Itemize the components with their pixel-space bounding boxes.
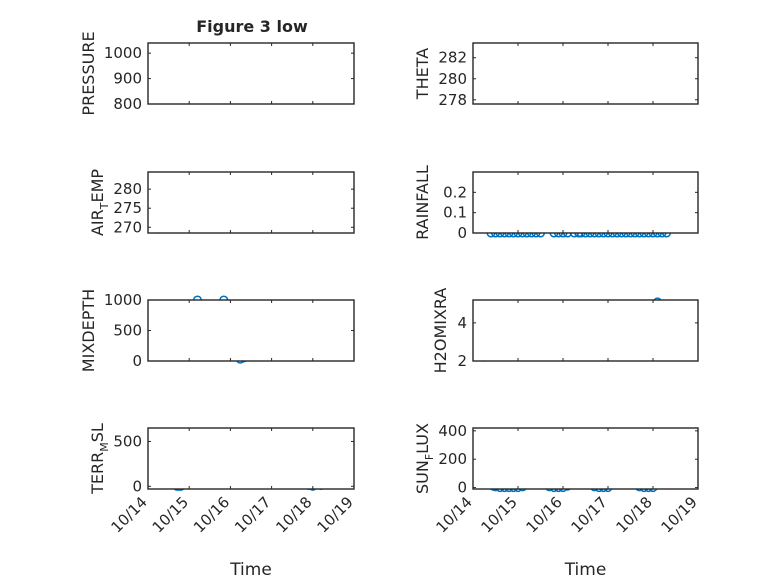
subplot-theta: 278 280 282 THETA bbox=[413, 42, 699, 109]
y-tick-label: 280 bbox=[113, 180, 142, 198]
y-axis-label: SUNFLUX bbox=[413, 423, 436, 494]
axes-frame bbox=[147, 42, 355, 105]
y-axis-label-subscript: F bbox=[423, 454, 436, 460]
y-axis-label: H2OMIXRA bbox=[431, 288, 450, 374]
y-tick-label: 275 bbox=[113, 199, 142, 217]
y-axis-label-main: MIXDEPTH bbox=[79, 289, 98, 372]
y-axis-label: PRESSURE bbox=[79, 31, 98, 115]
y-axis-label: AIRTEMP bbox=[88, 169, 111, 236]
x-tick-label: 10/16 bbox=[523, 493, 566, 536]
x-tick-label: 10/16 bbox=[190, 493, 233, 536]
y-tick-label: 0.1 bbox=[443, 204, 467, 222]
axes-frame bbox=[472, 171, 699, 234]
y-axis-label-main: RAINFALL bbox=[413, 165, 432, 240]
x-tick-label: 10/14 bbox=[108, 493, 151, 536]
x-tick-label: 10/19 bbox=[314, 493, 357, 536]
y-axis-label-main: H2OMIXRA bbox=[431, 288, 450, 374]
y-axis-label-main: THETA bbox=[413, 48, 432, 100]
x-tick-label: 10/18 bbox=[613, 493, 656, 536]
y-tick-label: 800 bbox=[113, 95, 142, 113]
y-tick-label: 0 bbox=[457, 479, 467, 497]
y-axis-label-main: PRESSURE bbox=[79, 31, 98, 115]
y-tick-label: 0 bbox=[132, 477, 142, 495]
axes-frame bbox=[147, 427, 355, 490]
x-tick-label: 10/15 bbox=[478, 493, 521, 536]
y-tick-label: 2 bbox=[457, 352, 467, 370]
figure-title: Figure 3 low bbox=[196, 17, 308, 36]
subplot-pressure: 800 900 1000 PRESSURE bbox=[79, 31, 355, 116]
axes-frame bbox=[147, 171, 355, 234]
y-tick-label: 500 bbox=[113, 432, 142, 450]
x-axis-label: Time bbox=[564, 560, 607, 580]
y-axis-label: MIXDEPTH bbox=[79, 289, 98, 372]
subplot-mixdepth: 0 500 1000 MIXDEPTH bbox=[79, 289, 355, 372]
axes-frame bbox=[147, 299, 355, 362]
y-axis-label: TERRMSL bbox=[88, 423, 111, 495]
subplot-h2omixra: 2 4 H2OMIXRA bbox=[431, 288, 699, 374]
x-tick-label: 10/17 bbox=[568, 493, 611, 536]
y-axis-label-main: TERR bbox=[88, 452, 107, 495]
y-axis-label-suffix: EMP bbox=[88, 169, 107, 203]
axes-frame bbox=[472, 427, 699, 490]
y-tick-label: 282 bbox=[438, 49, 467, 67]
y-tick-label: 4 bbox=[457, 314, 467, 332]
y-tick-label: 0.2 bbox=[443, 183, 467, 201]
subplot-rainfall: 0 0.1 0.2 RAINFALL bbox=[413, 165, 699, 242]
x-tick-label: 10/18 bbox=[272, 493, 315, 536]
y-axis-label: RAINFALL bbox=[413, 165, 432, 240]
axes-frame bbox=[472, 42, 699, 105]
axes-frame bbox=[472, 299, 699, 362]
y-axis-label-suffix: LUX bbox=[413, 423, 432, 454]
y-axis-label-subscript: M bbox=[98, 442, 111, 452]
x-tick-label: 10/14 bbox=[433, 493, 476, 536]
y-axis-label-main: AIR bbox=[88, 209, 107, 236]
y-tick-label: 0 bbox=[457, 224, 467, 242]
y-tick-label: 270 bbox=[113, 218, 142, 236]
y-tick-label: 200 bbox=[438, 450, 467, 468]
y-tick-label: 0 bbox=[132, 352, 142, 370]
y-tick-label: 500 bbox=[113, 322, 142, 340]
y-tick-label: 280 bbox=[438, 70, 467, 88]
y-tick-label: 400 bbox=[438, 422, 467, 440]
x-axis-label: Time bbox=[229, 560, 272, 580]
x-tick-label: 10/17 bbox=[231, 493, 274, 536]
y-axis-label-subscript: T bbox=[98, 202, 111, 210]
y-tick-label: 1000 bbox=[104, 291, 142, 309]
y-tick-label: 1000 bbox=[104, 44, 142, 62]
x-tick-label: 10/19 bbox=[658, 493, 701, 536]
x-tick-label: 10/15 bbox=[149, 493, 192, 536]
y-tick-label: 900 bbox=[113, 70, 142, 88]
y-axis-label-main: SUN bbox=[413, 460, 432, 494]
y-axis-label-suffix: SL bbox=[88, 423, 107, 442]
y-axis-label: THETA bbox=[413, 48, 432, 100]
subplot-sun_flux: 0 200 400 10/14 10/15 10/16 10/17 10/18 10/19 Tim… bbox=[413, 422, 701, 580]
y-tick-label: 278 bbox=[438, 91, 467, 109]
